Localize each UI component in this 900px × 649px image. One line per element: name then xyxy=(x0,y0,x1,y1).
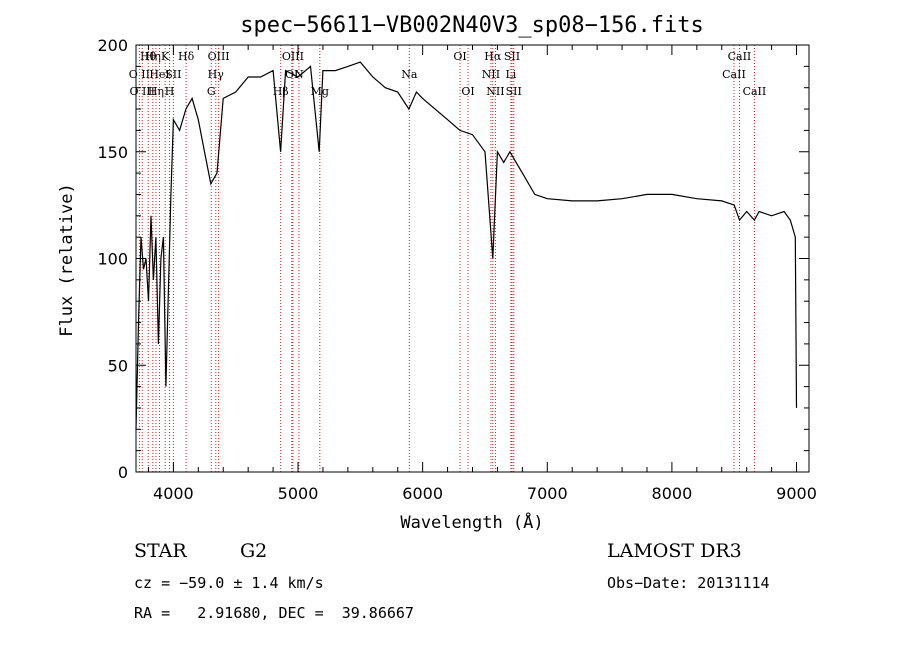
line-label-27: CaII xyxy=(728,50,752,63)
line-label-23: NII xyxy=(486,85,504,98)
y-tick-label-2: 100 xyxy=(97,250,128,269)
line-label-1: O II xyxy=(129,68,150,81)
line-label-21: Hα xyxy=(484,50,502,63)
y-tick-label-3: 150 xyxy=(97,143,128,162)
line-label-18: Na xyxy=(401,68,418,81)
line-label-10: OIII xyxy=(208,50,230,63)
observation-date: Obs−Date: 20131114 xyxy=(607,574,770,592)
line-label-19: OI xyxy=(453,50,466,63)
plot-frame xyxy=(135,44,810,473)
x-axis: 4000 5000 6000 7000 8000 9000 xyxy=(147,45,817,503)
line-label-11: Hγ xyxy=(208,68,225,81)
coordinates-readout: RA = 2.91680, DEC = 39.86667 xyxy=(134,604,414,622)
line-label-4: HeI xyxy=(149,68,169,81)
line-label-28: CaII xyxy=(722,68,746,81)
y-tick-label-1: 50 xyxy=(108,356,128,375)
object-subclass: G2 xyxy=(240,540,268,562)
spectrum-series xyxy=(135,61,798,430)
x-tick-label-0: 4000 xyxy=(153,484,194,503)
y-tick-label-4: 200 xyxy=(97,36,128,55)
x-axis-label: Wavelength (Å) xyxy=(400,511,543,533)
line-label-12: G xyxy=(207,85,216,98)
line-label-5: Hη xyxy=(148,85,164,98)
line-label-29: CaII xyxy=(743,85,767,98)
line-label-6: K xyxy=(161,50,170,63)
line-label-9: Hδ xyxy=(178,50,195,63)
survey-name: LAMOST DR3 xyxy=(607,540,742,562)
line-label-3: Hη xyxy=(145,50,161,63)
x-tick-label-2: 6000 xyxy=(402,484,443,503)
line-label-0: Hθ xyxy=(140,50,157,63)
line-label-13: OIII xyxy=(282,50,304,63)
x-tick-label-1: 5000 xyxy=(278,484,319,503)
line-label-17: Mg xyxy=(311,85,329,98)
x-tick-label-5: 9000 xyxy=(776,484,817,503)
line-label-22: NII xyxy=(482,68,500,81)
line-label-7: SII xyxy=(165,68,181,81)
line-label-8: H xyxy=(165,85,175,98)
line-label-25: Li xyxy=(505,68,516,81)
line-label-20: OI xyxy=(461,85,474,98)
line-label-24: SII xyxy=(504,50,520,63)
line-label-16: N xyxy=(294,68,304,81)
spectrum-line xyxy=(135,61,798,430)
chart-title: spec−56611−VB002N40V3_sp08−156.fits xyxy=(240,13,704,38)
line-label-26: SII xyxy=(506,85,522,98)
y-tick-label-0: 0 xyxy=(118,463,128,482)
y-axis: 0 50 100 150 200 xyxy=(97,36,809,482)
object-class: STAR xyxy=(134,540,187,562)
x-tick-label-3: 7000 xyxy=(527,484,568,503)
x-tick-label-4: 8000 xyxy=(652,484,693,503)
line-label-14: OI xyxy=(285,68,298,81)
redshift-readout: cz = −59.0 ± 1.4 km/s xyxy=(134,574,324,592)
y-axis-label: Flux (relative) xyxy=(57,183,77,337)
